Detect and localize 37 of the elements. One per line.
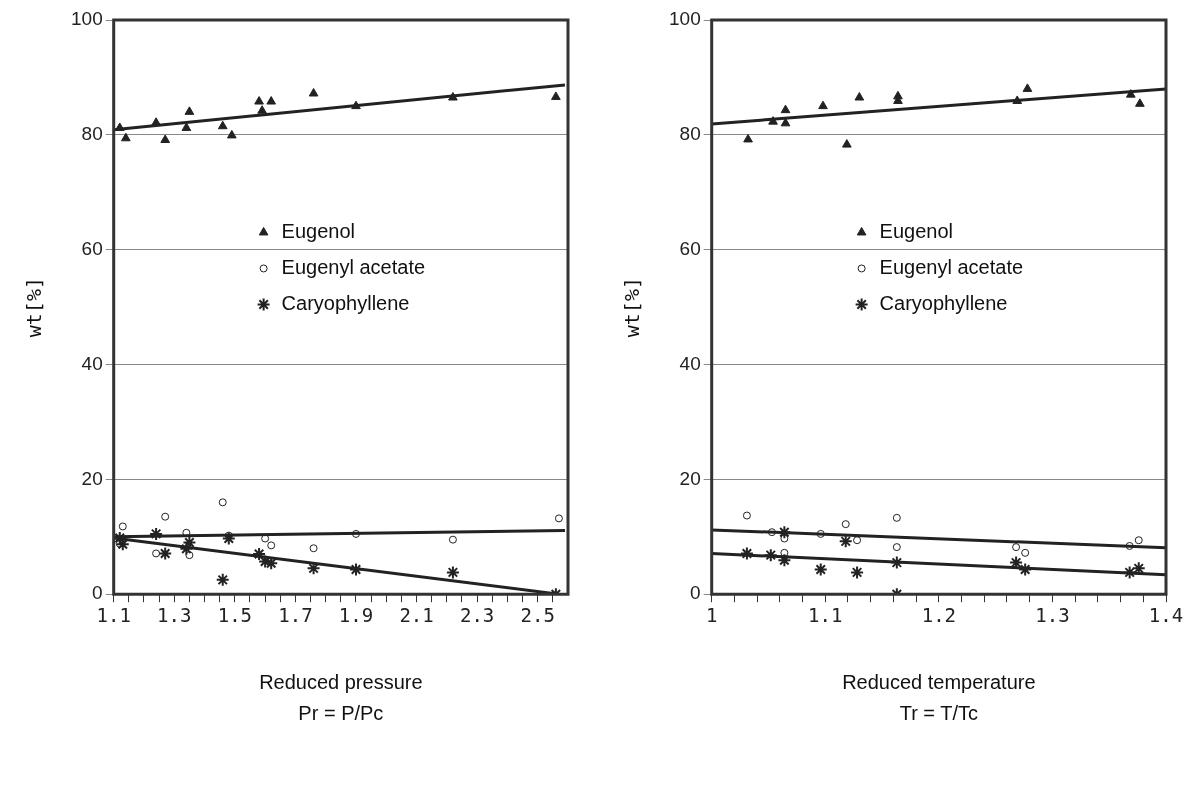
y-axis-title: wt[%]	[620, 276, 645, 338]
x-tick-label: 1.2	[921, 603, 957, 626]
x-tick-label: 1.3	[1035, 603, 1070, 626]
y-tick-label: 0	[92, 582, 103, 604]
x-tick-label: 1.4	[1148, 603, 1184, 626]
x-axis-title: Reduced temperature	[842, 670, 1036, 693]
y-tick-label: 20	[679, 467, 701, 489]
legend-label: Eugenol	[879, 219, 954, 242]
y-tick-label: 60	[81, 237, 103, 259]
x-tick-label: 1.1	[808, 603, 843, 626]
y-tick-label: 20	[81, 467, 103, 489]
legend-label: Caryophyllene	[281, 291, 410, 314]
legend-label: Eugenyl acetate	[879, 255, 1024, 278]
legend-label: Eugenol	[281, 219, 356, 242]
y-tick-label: 100	[71, 8, 103, 30]
y-tick-label: 80	[81, 123, 103, 145]
text: Tr = T/Tc	[899, 701, 979, 724]
x-tick-label: 2.3	[459, 603, 495, 626]
x-tick-label: 1.1	[96, 603, 131, 626]
legend-label: Eugenyl acetate	[281, 255, 426, 278]
y-tick-label: 80	[679, 123, 701, 145]
y-tick-label: 40	[81, 352, 103, 374]
x-tick-label: 2.5	[520, 603, 555, 626]
x-tick-label: 1.5	[217, 603, 253, 626]
x-axis-title: Reduced pressure	[259, 670, 423, 693]
x-tick-label: 1.9	[338, 603, 374, 626]
x-tick-label: 1	[705, 603, 718, 626]
y-axis-title: wt[%]	[22, 276, 47, 338]
y-tick-label: 40	[679, 352, 701, 374]
y-tick-label: 60	[679, 237, 701, 259]
legend-label: Caryophyllene	[879, 291, 1008, 314]
y-tick-label: 0	[690, 582, 701, 604]
text: Pr = P/Pc	[298, 701, 384, 724]
x-tick-label: 1.7	[278, 603, 313, 626]
x-tick-label: 2.1	[399, 603, 434, 626]
y-tick-label: 100	[669, 8, 701, 30]
x-tick-label: 1.3	[157, 603, 192, 626]
